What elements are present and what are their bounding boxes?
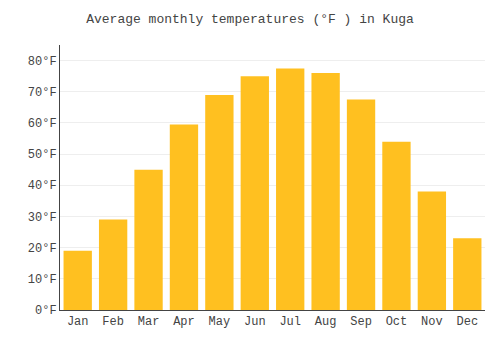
svg-text:Feb: Feb [102,315,124,329]
svg-text:Nov: Nov [421,315,443,329]
svg-text:Average monthly temperatures (: Average monthly temperatures (°F ) in Ku… [86,12,414,27]
svg-text:40°F: 40°F [28,179,57,193]
svg-text:May: May [209,315,231,329]
svg-text:70°F: 70°F [28,86,57,100]
svg-text:Mar: Mar [138,315,160,329]
svg-text:Aug: Aug [315,315,337,329]
svg-text:Apr: Apr [173,315,195,329]
svg-text:20°F: 20°F [28,242,57,256]
svg-text:60°F: 60°F [28,117,57,131]
svg-text:80°F: 80°F [28,55,57,69]
svg-text:Oct: Oct [386,315,408,329]
svg-text:Jun: Jun [244,315,266,329]
svg-text:30°F: 30°F [28,211,57,225]
svg-text:Jul: Jul [279,315,301,329]
svg-text:10°F: 10°F [28,273,57,287]
svg-text:Sep: Sep [350,315,372,329]
svg-text:Dec: Dec [456,315,478,329]
svg-text:0°F: 0°F [35,304,57,318]
svg-text:Jan: Jan [67,315,89,329]
svg-text:50°F: 50°F [28,148,57,162]
